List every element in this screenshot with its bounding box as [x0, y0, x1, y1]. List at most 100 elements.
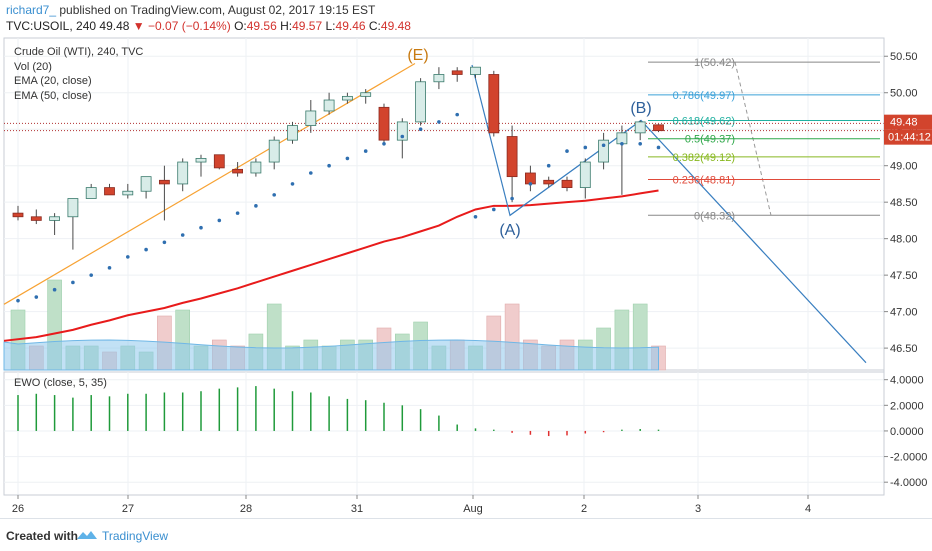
fib-level-label: 0.236(48.81) — [673, 175, 735, 187]
psar-dot — [656, 145, 661, 150]
last-price-badge — [884, 114, 932, 130]
candle-body — [49, 216, 60, 221]
candle-body — [232, 168, 244, 174]
psar-dots — [16, 112, 661, 303]
psar-dot — [52, 287, 57, 292]
price-tick-label: 48.50 — [890, 197, 918, 209]
candle-body — [433, 74, 445, 83]
price-tick-label: 50.00 — [890, 88, 918, 100]
psar-dot — [620, 142, 624, 146]
psar-dot — [345, 156, 350, 161]
psar-dot — [418, 127, 423, 132]
psar-dot — [565, 149, 569, 153]
candle-body — [250, 161, 262, 174]
ewo-tick-label: -4.0000 — [890, 477, 927, 489]
time-tick-label: 31 — [351, 503, 363, 515]
close-value: 49.48 — [380, 19, 411, 33]
high-label: H: — [280, 19, 293, 33]
psar-dot — [437, 120, 441, 124]
ohlc-line: TVC:USOIL, 240 49.48 ▼ −0.07 (−0.14%) O:… — [6, 19, 411, 33]
candle-body — [579, 161, 591, 188]
fib-level-label: 0.5(49.37) — [685, 134, 735, 146]
price-axis[interactable]: 50.5050.0049.5049.0048.5048.0047.5047.00… — [883, 38, 932, 495]
change-text: −0.07 (−0.14%) — [148, 19, 231, 33]
candle-body — [653, 124, 664, 132]
psar-dot — [546, 163, 551, 168]
close-label: C: — [368, 19, 381, 33]
legend-ewo: EWO (close, 5, 35) — [14, 377, 107, 389]
time-axis[interactable]: 26 27 28 31 Aug 2 3 4 — [4, 494, 884, 515]
time-tick-label: Aug — [463, 503, 483, 515]
psar-dot — [510, 196, 514, 201]
time-tick-label: 4 — [805, 503, 811, 515]
psar-dot — [382, 142, 386, 146]
candle-body — [598, 139, 609, 163]
last-price-text: 49.48 — [99, 19, 130, 33]
fib-level-label: 0.382(49.12) — [673, 152, 735, 164]
psar-dot — [327, 163, 331, 168]
candle-body — [543, 179, 555, 185]
wave-a-label: (A) — [499, 222, 520, 239]
psar-dot — [199, 225, 203, 230]
publish-info: richard7_ published on TradingView.com, … — [6, 3, 375, 17]
candle-body — [104, 187, 115, 196]
wave-b-label: (B) — [630, 100, 651, 117]
psar-dot — [107, 266, 112, 270]
volume-bars — [3, 279, 666, 371]
candle-body — [30, 216, 42, 221]
footer: Created with TradingView — [0, 518, 932, 551]
psar-dot — [71, 280, 75, 285]
wave-e-label: (E) — [407, 47, 428, 64]
legend-ema20: EMA (20, close) — [14, 75, 92, 87]
countdown-badge-text: 01:44:12 — [888, 132, 931, 144]
open-label: O: — [234, 19, 247, 33]
candle-body — [213, 154, 225, 169]
psar-dot — [290, 182, 295, 186]
low-label: L: — [325, 19, 336, 33]
down-triangle-icon: ▼ — [132, 19, 145, 33]
published-text: published on TradingView.com, August 02,… — [56, 3, 376, 17]
candle-body — [122, 190, 134, 196]
candle-body — [378, 106, 390, 141]
legend-title: Crude Oil (WTI), 240, TVC — [14, 46, 143, 58]
candle-body — [67, 198, 79, 218]
price-tick-label: 50.50 — [890, 51, 918, 63]
price-tick-label: 47.00 — [890, 307, 918, 319]
candle-body — [177, 161, 189, 185]
candle-body — [85, 187, 97, 199]
drawings: (E) (A) (B) 1(50.42) 0.786(49.97) 0.618(49.62… — [3, 47, 884, 364]
grid-lines — [3, 37, 885, 496]
fib-level-label: 0(48.32) — [694, 210, 735, 222]
time-tick-label: 26 — [12, 503, 24, 515]
price-tick-label: 47.50 — [890, 270, 918, 282]
candle-body — [287, 125, 298, 141]
volume-ma-area — [3, 339, 659, 371]
candle-body — [488, 74, 500, 134]
candle-body — [268, 139, 280, 163]
psar-dot — [34, 295, 39, 299]
ewo-tick-label: 4.0000 — [890, 375, 924, 387]
psar-dot — [235, 211, 240, 215]
symbol-label: TVC:USOIL, 240 — [6, 19, 97, 33]
chart-canvas[interactable]: (E) (A) (B) 1(50.42) 0.786(49.97) 0.618(49.62… — [0, 0, 932, 518]
orange-trendline — [3, 63, 416, 305]
candle-body — [360, 92, 372, 97]
candle-body — [195, 157, 207, 163]
candle-body — [341, 95, 353, 101]
candle-body — [158, 179, 170, 185]
psar-dot — [144, 247, 148, 252]
time-tick-label: 28 — [240, 503, 252, 515]
psar-dot — [272, 193, 277, 197]
candle-body — [396, 121, 408, 141]
candle-body — [561, 179, 573, 188]
created-with-label: Created with — [6, 529, 79, 543]
author-link[interactable]: richard7_ — [6, 3, 57, 17]
ewo-tick-label: 2.0000 — [890, 400, 924, 412]
ewo-bars — [17, 386, 660, 437]
psar-dot — [363, 149, 368, 153]
psar-dot — [473, 214, 478, 219]
psar-dot — [638, 142, 642, 146]
fib-level-label: 1(50.42) — [694, 57, 735, 69]
tradingview-logo-icon[interactable] — [76, 528, 98, 542]
tradingview-brand-link[interactable]: TradingView — [102, 529, 169, 543]
